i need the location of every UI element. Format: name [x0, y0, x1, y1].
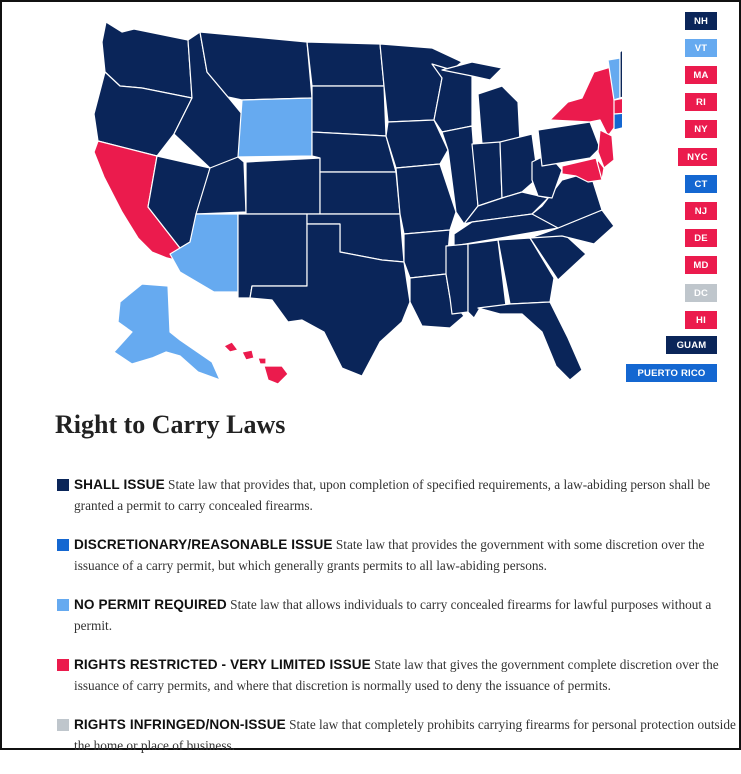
state-MI-UP[interactable] [441, 61, 503, 81]
legend: SHALL ISSUE State law that provides that… [57, 474, 737, 774]
state-FL[interactable] [477, 301, 583, 381]
state-AK[interactable] [113, 283, 221, 381]
badge-puerto-rico[interactable]: PUERTO RICO [626, 364, 717, 382]
page-frame: NH VT MA RI NY NYC CT NJ DE MD DC HI GUAM PUERTO RICO… [0, 0, 741, 753]
us-map [93, 21, 622, 385]
legend-text: SHALL ISSUE State law that provides that… [74, 474, 739, 516]
legend-name: DISCRETIONARY/REASONABLE ISSUE [74, 537, 333, 552]
badge-nh[interactable]: NH [685, 12, 717, 30]
badge-de[interactable]: DE [685, 229, 717, 247]
legend-swatch [57, 719, 69, 731]
legend-description: State law that provides that, upon compl… [74, 477, 711, 513]
legend-item-restricted: RIGHTS RESTRICTED - VERY LIMITED ISSUE S… [57, 654, 737, 714]
page-title: Right to Carry Laws [55, 410, 286, 439]
legend-item-no-permit: NO PERMIT REQUIRED State law that allows… [57, 594, 737, 654]
badge-dc[interactable]: DC [685, 284, 717, 302]
badge-ri[interactable]: RI [685, 93, 717, 111]
badge-guam[interactable]: GUAM [666, 336, 717, 354]
legend-item-discretionary: DISCRETIONARY/REASONABLE ISSUE State law… [57, 534, 737, 594]
legend-description: State law that allows individuals to car… [74, 597, 712, 633]
state-PA[interactable] [537, 121, 601, 167]
badge-md[interactable]: MD [685, 256, 717, 274]
badge-vt[interactable]: VT [685, 39, 717, 57]
legend-description: State law that provides the government w… [74, 537, 705, 573]
legend-swatch [57, 539, 69, 551]
legend-text: NO PERMIT REQUIRED State law that allows… [74, 594, 739, 636]
state-ID[interactable] [173, 31, 243, 173]
legend-swatch [57, 479, 69, 491]
state-VA[interactable] [531, 171, 603, 229]
state-TX[interactable] [249, 223, 411, 377]
badge-nyc[interactable]: NYC [678, 148, 717, 166]
badge-nj[interactable]: NJ [685, 202, 717, 220]
state-HI[interactable] [223, 341, 289, 385]
badge-ma[interactable]: MA [685, 66, 717, 84]
state-MA[interactable] [613, 96, 622, 115]
badge-ct[interactable]: CT [685, 175, 717, 193]
badge-hi[interactable]: HI [685, 311, 717, 329]
state-CT[interactable] [613, 112, 622, 131]
legend-swatch [57, 659, 69, 671]
legend-name: SHALL ISSUE [74, 477, 165, 492]
legend-description: State law that completely prohibits carr… [74, 717, 736, 753]
legend-text: RIGHTS RESTRICTED - VERY LIMITED ISSUE S… [74, 654, 739, 696]
legend-name: NO PERMIT REQUIRED [74, 597, 227, 612]
legend-swatch [57, 599, 69, 611]
state-NH[interactable] [619, 44, 622, 99]
state-UT[interactable] [195, 156, 247, 215]
state-NJ[interactable] [597, 129, 615, 169]
legend-text: RIGHTS INFRINGED/NON-ISSUE State law tha… [74, 714, 739, 756]
legend-name: RIGHTS INFRINGED/NON-ISSUE [74, 717, 286, 732]
legend-name: RIGHTS RESTRICTED - VERY LIMITED ISSUE [74, 657, 371, 672]
legend-description: State law that gives the government comp… [74, 657, 719, 693]
badge-ny[interactable]: NY [685, 120, 717, 138]
state-OH[interactable] [499, 133, 539, 199]
legend-text: DISCRETIONARY/REASONABLE ISSUE State law… [74, 534, 739, 576]
legend-item-shall-issue: SHALL ISSUE State law that provides that… [57, 474, 737, 534]
small-state-badges: NH VT MA RI NY NYC CT NJ DE MD DC HI GUAM PUERTO RICO [2, 2, 741, 402]
state-GA[interactable] [497, 237, 555, 305]
legend-item-infringed: RIGHTS INFRINGED/NON-ISSUE State law tha… [57, 714, 737, 774]
state-MD[interactable] [561, 157, 603, 183]
